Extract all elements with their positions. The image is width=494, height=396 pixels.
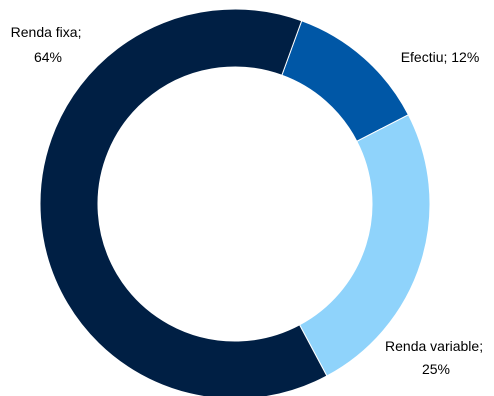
label-renda-variable-line1: Renda variable; [385,338,483,354]
label-efectiu-line1: Efectiu; 12% [401,49,480,65]
label-renda-fixa-line2: 64% [34,49,62,65]
label-renda-fixa-line1: Renda fixa; [11,24,82,40]
label-renda-fixa: Renda fixa; 64% [11,24,86,65]
donut-slices [39,8,431,396]
label-efectiu: Efectiu; 12% [401,49,480,65]
label-renda-variable: Renda variable; 25% [385,338,487,377]
slice-renda-variable [298,114,431,377]
slice-renda-fixa [39,8,328,396]
slice-efectiu [281,20,410,142]
label-renda-variable-line2: 25% [422,361,450,377]
